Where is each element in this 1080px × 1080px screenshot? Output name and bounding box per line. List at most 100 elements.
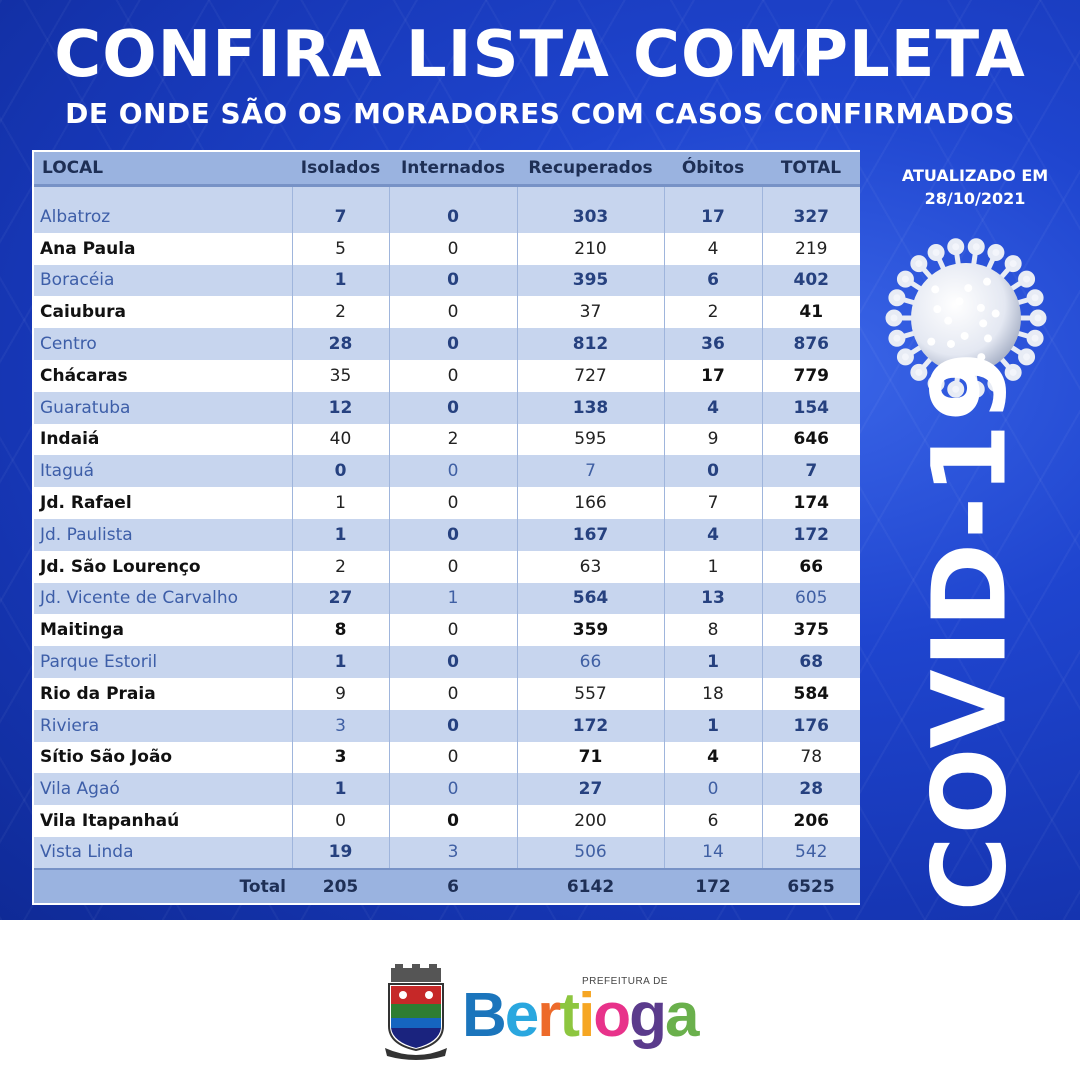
table-spacer-row — [34, 185, 860, 201]
cell-isolados: 1 — [292, 646, 390, 678]
cell-obitos: 1 — [664, 709, 763, 742]
totals-internados: 6 — [389, 868, 517, 903]
cell-internados: 0 — [389, 518, 518, 551]
cell-local: Jd. Vicente de Carvalho — [34, 582, 293, 615]
cell-internados: 2 — [389, 423, 518, 456]
cell-obitos: 4 — [664, 391, 763, 424]
cell-obitos: 8 — [664, 614, 763, 647]
cell-obitos: 6 — [664, 264, 763, 297]
table-row: Vila Itapanhaú 0 0 200 6 206 — [34, 805, 860, 837]
cell-recuperados: 812 — [517, 328, 665, 360]
cell-local: Boracéia — [34, 264, 293, 297]
cell-internados: 0 — [389, 709, 518, 742]
logo-prefix: PREFEITURA DE — [582, 976, 668, 987]
cell-total: 584 — [762, 677, 860, 710]
cell-obitos: 1 — [664, 550, 763, 583]
cell-local: Jd. Paulista — [34, 518, 293, 551]
cell-recuperados: 395 — [517, 264, 665, 297]
cell-total: 174 — [762, 487, 860, 519]
virus-spike-tip — [896, 270, 914, 288]
cell-recuperados: 172 — [517, 709, 665, 742]
virus-surface-bump — [955, 297, 964, 306]
cell-internados: 0 — [389, 646, 518, 678]
cell-internados: 1 — [389, 582, 518, 615]
cell-recuperados: 7 — [517, 455, 665, 488]
cases-table-container: LOCAL Isolados Internados Recuperados Ób… — [32, 150, 860, 905]
table-row: Sítio São João 3 0 71 4 78 — [34, 741, 860, 774]
cell-recuperados: 167 — [517, 518, 665, 551]
table-row: Ana Paula 5 0 210 4 219 — [34, 232, 860, 265]
cell-obitos: 4 — [664, 518, 763, 551]
header-local: LOCAL — [34, 152, 292, 187]
cell-obitos: 6 — [664, 805, 763, 837]
cell-local: Caiubura — [34, 296, 293, 329]
virus-spike-tip — [927, 244, 945, 262]
cell-obitos: 14 — [664, 836, 763, 869]
cell-obitos: 17 — [664, 359, 763, 392]
cell-total: 542 — [762, 836, 860, 869]
logo-letter-i: i — [578, 981, 595, 1050]
virus-surface-bump — [927, 337, 936, 346]
virus-spike-tip — [927, 374, 945, 392]
cell-obitos: 13 — [664, 582, 763, 615]
cell-internados: 0 — [389, 550, 518, 583]
header-isolados: Isolados — [292, 152, 389, 187]
cell-internados: 0 — [389, 805, 518, 837]
table-row: Rio da Praia 9 0 557 18 584 — [34, 677, 860, 710]
virus-spike-tip — [888, 329, 906, 347]
cell-obitos: 9 — [664, 423, 763, 456]
cell-internados: 0 — [389, 328, 518, 360]
cell-internados: 0 — [389, 359, 518, 392]
cell-total: 176 — [762, 709, 860, 742]
virus-spike-tip — [987, 244, 1005, 262]
virus-spike-tip — [910, 363, 928, 381]
cell-total: 206 — [762, 805, 860, 837]
totals-recuperados: 6142 — [517, 868, 664, 903]
cell-local: Itaguá — [34, 455, 293, 488]
updated-value: 28/10/2021 — [924, 189, 1026, 208]
cell-isolados: 2 — [292, 550, 390, 583]
virus-surface-bump — [976, 303, 985, 312]
table-row: Vista Linda 19 3 506 14 542 — [34, 836, 860, 869]
cell-internados: 3 — [389, 836, 518, 869]
virus-surface-bump — [964, 284, 973, 293]
cell-internados: 0 — [389, 296, 518, 329]
cell-obitos: 4 — [664, 232, 763, 265]
cell-internados: 0 — [389, 614, 518, 647]
cell-total: 646 — [762, 423, 860, 456]
table-row: Chácaras 35 0 727 17 779 — [34, 359, 860, 392]
table-row: Jd. Paulista 1 0 167 4 172 — [34, 518, 860, 551]
virus-spike-tip — [885, 309, 903, 327]
cell-total: 78 — [762, 741, 860, 774]
cell-internados: 0 — [389, 487, 518, 519]
virus-spike-tip — [947, 380, 965, 398]
virus-spike-tip — [1026, 289, 1044, 307]
table-row: Jd. Vicente de Carvalho 27 1 564 13 605 — [34, 582, 860, 615]
logo-letter-t: t — [559, 981, 580, 1050]
banner: CONFIRA LISTA COMPLETA DE ONDE SÃO OS MO… — [0, 0, 1080, 920]
virus-surface-bump — [977, 353, 986, 362]
virus-surface-bump — [946, 339, 955, 348]
cell-recuperados: 727 — [517, 359, 665, 392]
virus-spike-tip — [947, 238, 965, 256]
coronavirus-icon — [885, 238, 1047, 398]
table-row: Parque Estoril 1 0 66 1 68 — [34, 646, 860, 678]
cell-recuperados: 66 — [517, 646, 665, 678]
cell-recuperados: 138 — [517, 391, 665, 424]
table-row: Vila Agaó 1 0 27 0 28 — [34, 773, 860, 806]
cell-local: Rio da Praia — [34, 677, 293, 710]
virus-spike-tip — [1004, 363, 1022, 381]
cell-isolados: 40 — [292, 423, 390, 456]
cell-total: 41 — [762, 296, 860, 329]
cell-internados: 0 — [389, 232, 518, 265]
cell-isolados: 0 — [292, 805, 390, 837]
cell-isolados: 3 — [292, 741, 390, 774]
cell-local: Vila Itapanhaú — [34, 805, 293, 837]
logo-letter-e: e — [504, 981, 540, 1050]
cell-total: 219 — [762, 232, 860, 265]
totals-total: 6525 — [762, 868, 860, 903]
cell-local: Centro — [34, 328, 293, 360]
cell-isolados: 12 — [292, 391, 390, 424]
table-footer: Total 205 6 6142 172 6525 — [34, 868, 860, 903]
updated-date: ATUALIZADO EM 28/10/2021 — [880, 164, 1070, 210]
